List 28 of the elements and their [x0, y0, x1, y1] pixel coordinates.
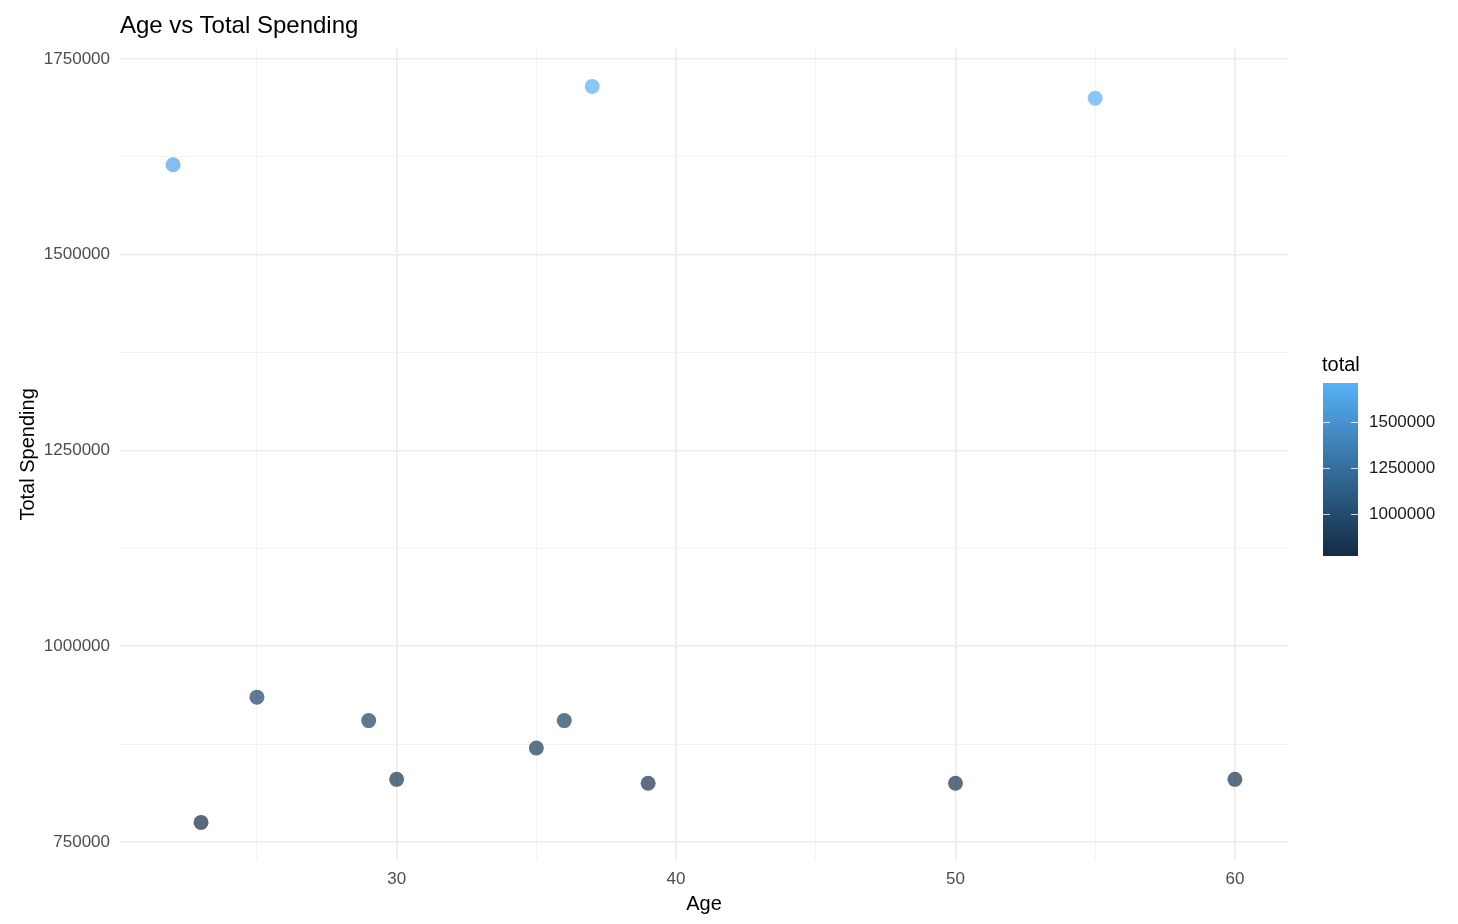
- point: [193, 814, 209, 830]
- y-tick-label: 750000: [53, 831, 110, 851]
- x-tick-label: 30: [387, 868, 407, 888]
- y-tick-label: 1750000: [43, 48, 110, 68]
- y-tick-label: 1250000: [43, 440, 110, 460]
- color-bar-label: 1500000: [1369, 412, 1436, 432]
- color-bar-label: 1250000: [1369, 458, 1436, 478]
- point: [165, 157, 181, 173]
- x-axis-title: Age: [686, 891, 722, 914]
- point: [947, 775, 963, 791]
- point: [556, 713, 572, 729]
- x-tick-label: 60: [1225, 868, 1245, 888]
- x-tick-label: 50: [946, 868, 965, 888]
- color-bar-title: total: [1322, 352, 1360, 375]
- point: [528, 740, 544, 756]
- y-axis-title: Total Spending: [15, 388, 38, 521]
- point: [584, 78, 600, 94]
- y-tick-label: 1000000: [43, 635, 110, 655]
- point: [1087, 90, 1103, 106]
- point: [361, 713, 377, 729]
- point: [249, 689, 265, 705]
- color-bar-label: 1000000: [1369, 504, 1436, 524]
- point: [389, 771, 405, 787]
- y-tick-label: 1500000: [43, 244, 110, 264]
- chart-title: Age vs Total Spending: [120, 11, 359, 39]
- x-tick-label: 40: [666, 868, 686, 888]
- point: [1227, 771, 1243, 787]
- point: [640, 775, 656, 791]
